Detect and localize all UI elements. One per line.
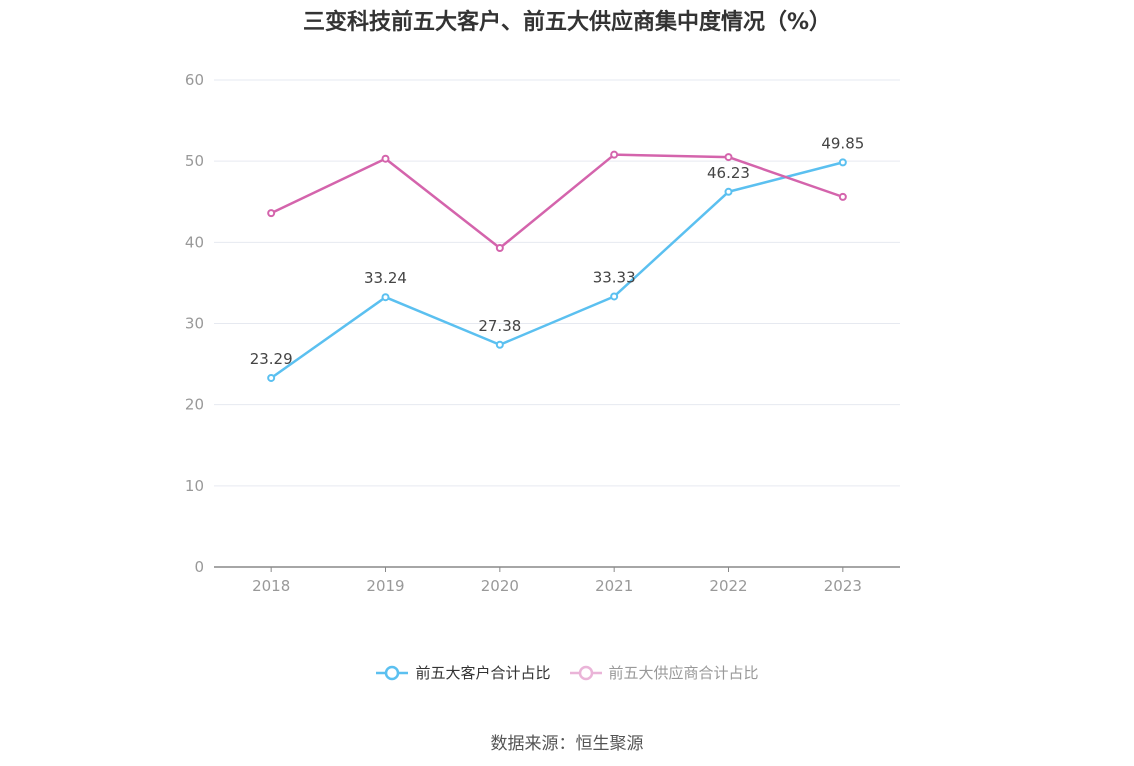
series-line-1 [270, 153, 844, 250]
data-point [610, 150, 619, 159]
series-layer [267, 150, 847, 382]
y-tick-label: 0 [194, 558, 204, 576]
data-point [838, 192, 847, 201]
data-source: 数据来源：恒生聚源 [490, 734, 644, 754]
data-point [838, 158, 847, 167]
data-label: 46.23 [707, 164, 750, 182]
data-label: 49.85 [821, 134, 864, 152]
line-chart: 0 10 20 30 40 50 60 2018 2019 2020 2021 2022 2023 23… [185, 71, 900, 595]
data-label: 23.29 [250, 350, 293, 368]
y-tick-label: 60 [185, 71, 204, 89]
data-point [724, 153, 733, 162]
data-point [267, 209, 276, 218]
data-label: 33.24 [364, 269, 407, 287]
legend-item-supplier[interactable]: 前五大供应商合计占比 [569, 662, 759, 683]
y-tick-label: 40 [185, 233, 204, 251]
y-tick-label: 50 [185, 152, 204, 170]
data-point [610, 292, 619, 301]
legend-supplier-icon [569, 665, 602, 680]
x-tick-label: 2019 [366, 577, 404, 595]
data-point [381, 154, 390, 163]
data-point [495, 340, 504, 349]
legend-supplier-label: 前五大供应商合计占比 [608, 664, 759, 682]
data-label: 27.38 [478, 317, 521, 335]
y-tick-label: 30 [185, 315, 204, 333]
x-tick-label: 2023 [824, 577, 862, 595]
chart-title: 三变科技前五大客户、前五大供应商集中度情况（%） [302, 10, 832, 35]
data-point [724, 187, 733, 196]
series-line-0 [270, 161, 844, 379]
y-tick-label: 20 [185, 396, 204, 414]
data-point [267, 373, 276, 382]
x-tick-label: 2022 [709, 577, 747, 595]
x-tick-label: 2020 [481, 577, 519, 595]
data-point [495, 244, 504, 253]
grid-lines [214, 79, 900, 487]
data-point [381, 293, 390, 302]
x-tick-label: 2021 [595, 577, 633, 595]
axes: 0 10 20 30 40 50 60 2018 2019 2020 2021 2022 2023 [185, 71, 900, 595]
data-labels: 23.29 33.24 27.38 33.33 46.23 49.85 [250, 134, 865, 368]
legend-item-customer[interactable]: 前五大客户合计占比 [375, 662, 551, 683]
data-label: 33.33 [593, 268, 636, 286]
y-tick-label: 10 [185, 477, 204, 495]
legend: 前五大客户合计占比 前五大供应商合计占比 [0, 662, 1134, 683]
legend-customer-label: 前五大客户合计占比 [415, 664, 551, 682]
x-tick-label: 2018 [252, 577, 290, 595]
legend-customer-icon [376, 665, 409, 680]
